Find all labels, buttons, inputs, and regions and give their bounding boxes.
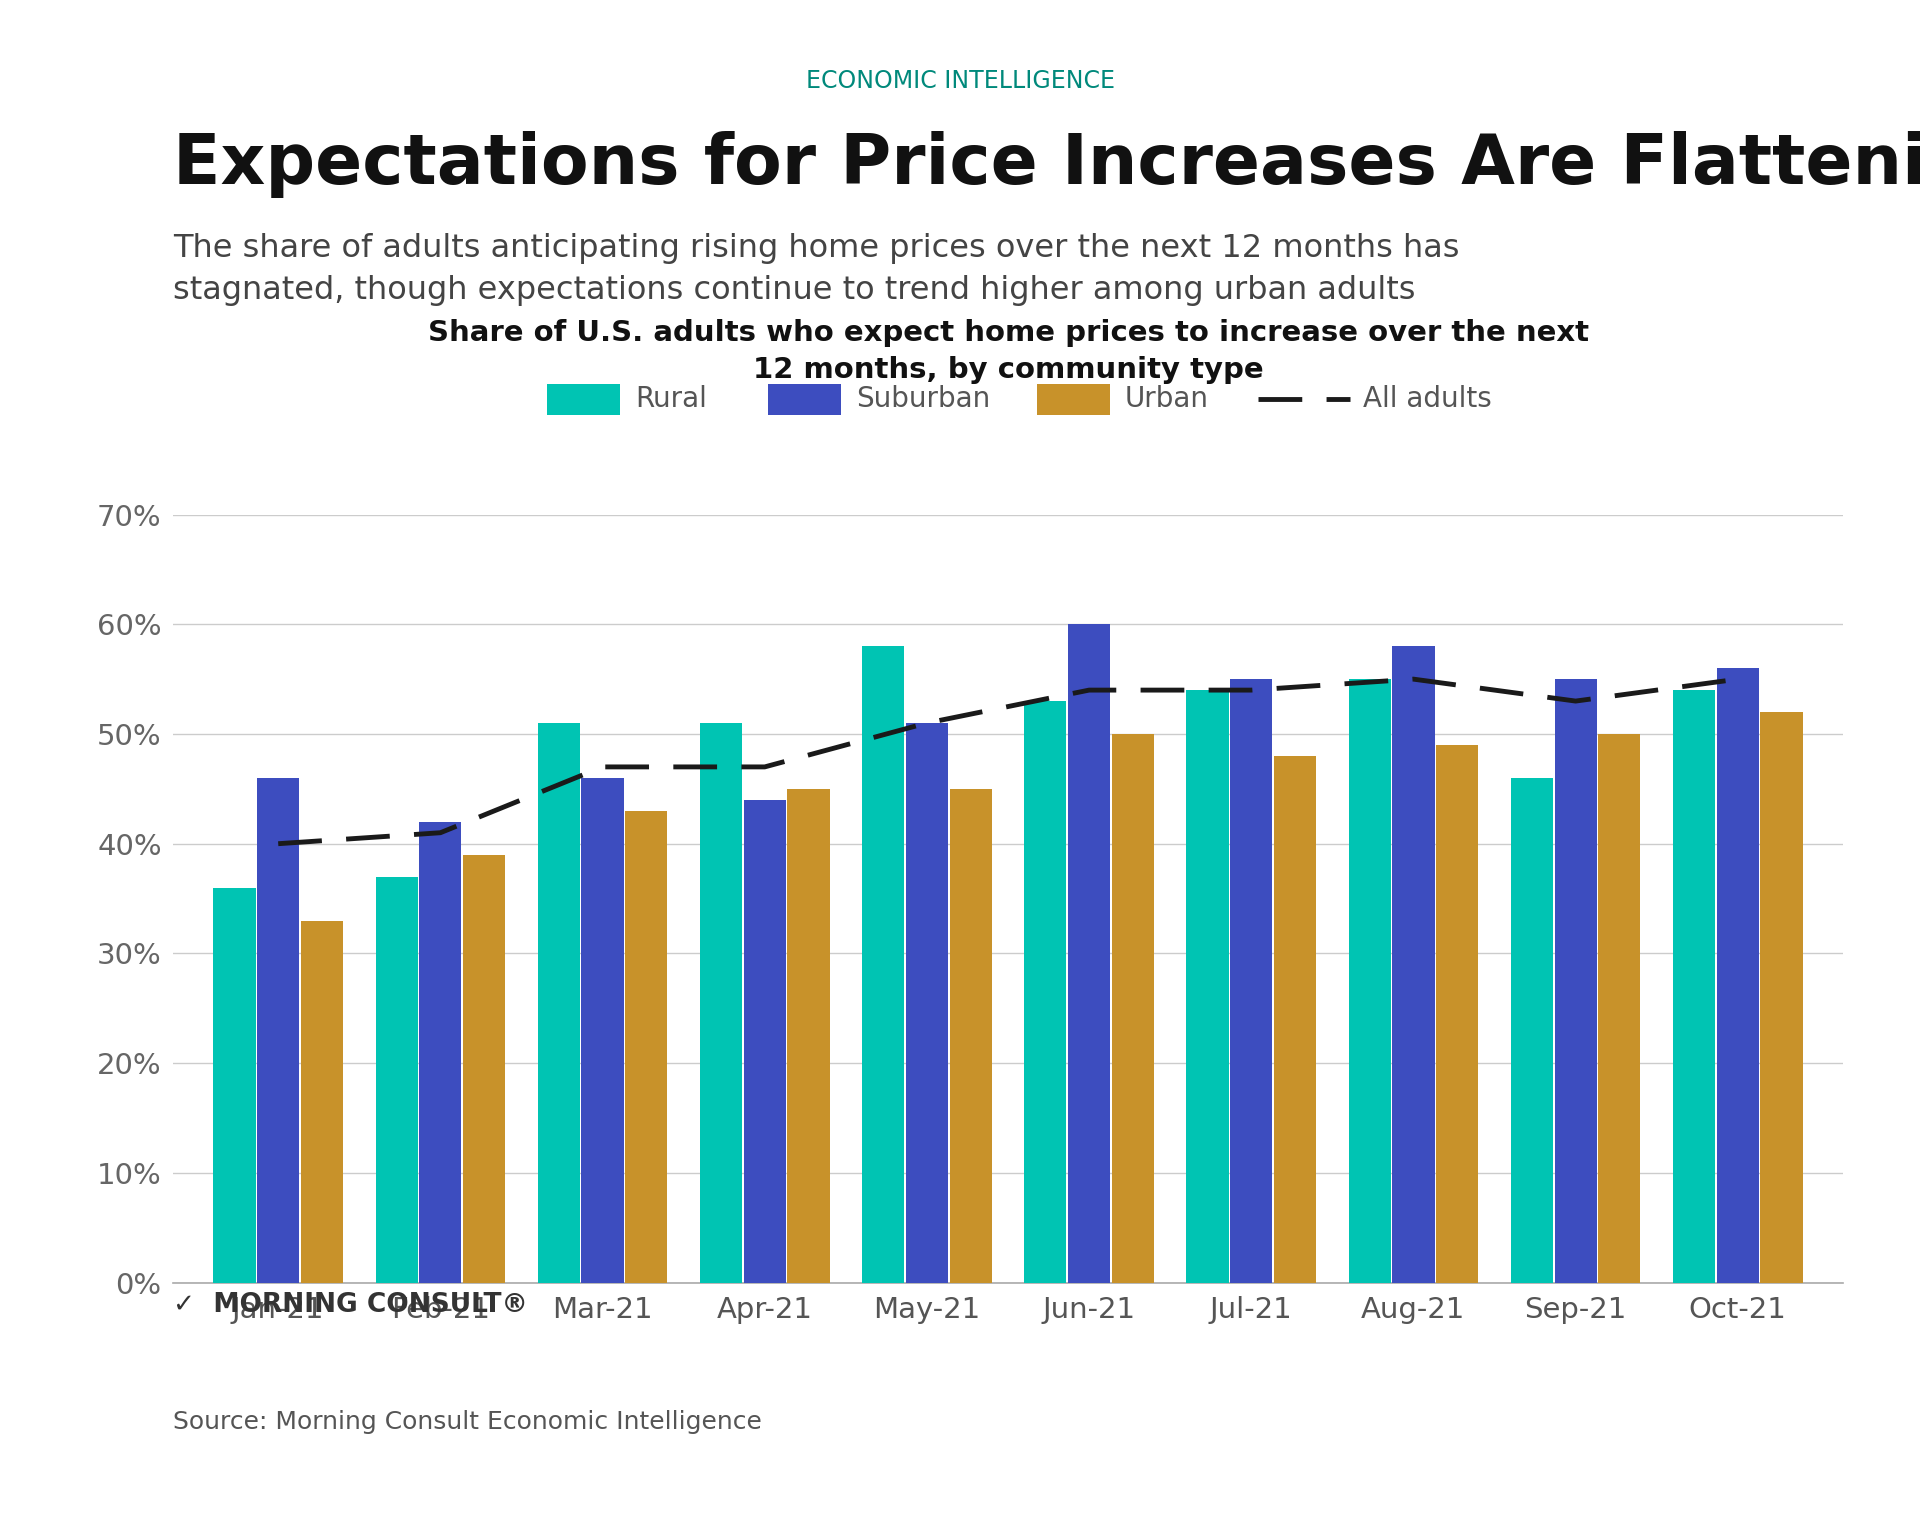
Text: ✓  MORNING CONSULT®: ✓ MORNING CONSULT® xyxy=(173,1292,528,1318)
Bar xyxy=(1068,624,1110,1283)
Bar xyxy=(1231,679,1273,1283)
Bar xyxy=(1436,745,1478,1283)
Bar xyxy=(1672,690,1715,1283)
Bar xyxy=(419,822,461,1283)
Bar xyxy=(376,877,419,1283)
Text: Source: Morning Consult Economic Intelligence: Source: Morning Consult Economic Intelli… xyxy=(173,1410,762,1435)
Bar xyxy=(1716,668,1759,1283)
Bar xyxy=(862,647,904,1283)
Bar xyxy=(257,777,300,1283)
Bar xyxy=(1555,679,1597,1283)
Bar xyxy=(906,723,948,1283)
Bar xyxy=(1023,700,1066,1283)
Text: Rural: Rural xyxy=(636,386,707,413)
Bar xyxy=(626,811,668,1283)
Bar xyxy=(1392,647,1434,1283)
Bar xyxy=(301,920,344,1283)
Text: ECONOMIC INTELLIGENCE: ECONOMIC INTELLIGENCE xyxy=(806,69,1114,94)
Bar xyxy=(1275,756,1315,1283)
Bar xyxy=(582,777,624,1283)
Bar xyxy=(787,790,829,1283)
Text: Urban: Urban xyxy=(1125,386,1210,413)
Bar xyxy=(1187,690,1229,1283)
Bar xyxy=(538,723,580,1283)
Bar xyxy=(950,790,993,1283)
Bar xyxy=(1511,777,1553,1283)
Bar xyxy=(743,800,785,1283)
Bar xyxy=(463,854,505,1283)
Bar xyxy=(1348,679,1390,1283)
Text: All adults: All adults xyxy=(1363,386,1492,413)
Text: Expectations for Price Increases Are Flattening Out: Expectations for Price Increases Are Fla… xyxy=(173,131,1920,198)
Bar xyxy=(701,723,741,1283)
Text: Suburban: Suburban xyxy=(856,386,991,413)
Bar xyxy=(1112,734,1154,1283)
Text: Share of U.S. adults who expect home prices to increase over the next
12 months,: Share of U.S. adults who expect home pri… xyxy=(428,319,1588,384)
Bar xyxy=(1761,713,1803,1283)
Text: The share of adults anticipating rising home prices over the next 12 months has
: The share of adults anticipating rising … xyxy=(173,233,1459,306)
Bar xyxy=(1597,734,1640,1283)
Bar xyxy=(213,888,255,1283)
